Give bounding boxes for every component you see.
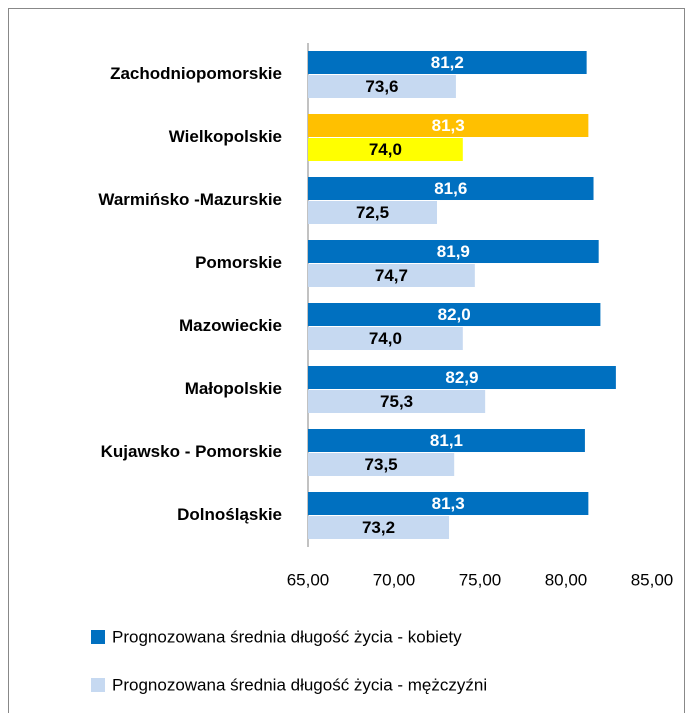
bar [308,492,589,515]
bar [308,516,450,539]
value-label: 82,9 [445,368,478,387]
bar [308,75,456,98]
y-tick-label: Mazowieckie [179,316,282,335]
bar [308,201,437,224]
value-label: 81,3 [432,494,465,513]
bar [308,366,616,389]
bar [308,453,455,476]
value-label: 81,6 [434,179,467,198]
y-tick-label: Warmińsko -Mazurskie [98,190,282,209]
x-tick-label: 85,00 [631,570,674,589]
value-label: 81,9 [437,242,470,261]
value-label: 72,5 [356,203,389,222]
value-label: 73,6 [365,77,398,96]
legend-label: Prognozowana średnia długość życia - męż… [112,675,487,694]
bar [308,303,601,326]
bar [308,264,475,287]
legend-swatch [91,678,105,692]
bar [308,177,594,200]
value-label: 73,2 [362,518,395,537]
value-label: 73,5 [365,455,398,474]
bar [308,240,599,263]
y-tick-label: Dolnośląskie [177,505,282,524]
value-label: 74,0 [369,329,402,348]
bar [308,327,463,350]
value-label: 75,3 [380,392,413,411]
x-tick-label: 80,00 [545,570,588,589]
legend-label: Prognozowana średnia długość życia - kob… [112,627,462,646]
x-tick-label: 70,00 [373,570,416,589]
bar [308,429,585,452]
value-label: 74,0 [369,140,402,159]
x-tick-label: 75,00 [459,570,502,589]
y-tick-label: Zachodniopomorskie [110,64,282,83]
y-tick-label: Pomorskie [195,253,282,272]
bar [308,390,486,413]
bar [308,138,463,161]
value-label: 74,7 [375,266,408,285]
value-label: 82,0 [438,305,471,324]
value-label: 81,2 [431,53,464,72]
bar [308,114,589,137]
value-label: 81,1 [430,431,463,450]
y-tick-label: Wielkopolskie [169,127,282,146]
legend-swatch [91,630,105,644]
value-label: 81,3 [432,116,465,135]
x-tick-label: 65,00 [287,570,330,589]
bar [308,51,587,74]
y-tick-label: Kujawsko - Pomorskie [101,442,282,461]
y-tick-label: Małopolskie [185,379,282,398]
